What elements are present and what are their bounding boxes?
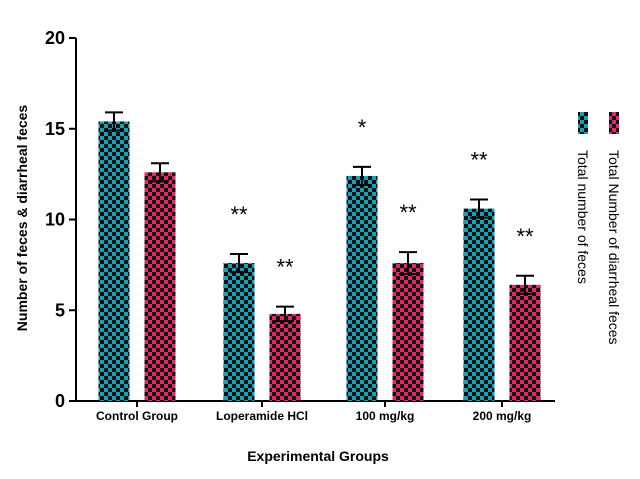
- y-tick-label: 0: [55, 391, 65, 411]
- x-category-label: 100 mg/kg: [356, 409, 415, 423]
- y-tick-label: 20: [45, 28, 65, 48]
- y-tick-label: 15: [45, 119, 65, 139]
- x-category-label: 200 mg/kg: [473, 409, 532, 423]
- y-axis-label: Number of feces & diarrheal feces: [14, 105, 30, 332]
- significance-label: **: [399, 200, 417, 225]
- significance-label: **: [276, 255, 294, 280]
- bar: [223, 263, 255, 401]
- bar: [144, 172, 176, 401]
- significance-label: **: [516, 224, 534, 249]
- bar: [346, 175, 378, 401]
- legend: Total number of feces Total Number of di…: [575, 112, 622, 345]
- bar: [392, 263, 424, 401]
- bar: [269, 313, 301, 401]
- y-tick-label: 10: [45, 210, 65, 230]
- x-category-label: Control Group: [96, 409, 178, 423]
- x-axis-label: Experimental Groups: [247, 448, 389, 464]
- bar: [463, 208, 495, 401]
- legend-label-feces: Total number of feces: [575, 150, 591, 284]
- significance-label: *: [358, 115, 367, 140]
- significance-label: **: [230, 202, 248, 227]
- legend-swatch-feces: [578, 112, 588, 134]
- bar: [509, 284, 541, 401]
- legend-swatch-diarrheal: [609, 112, 619, 134]
- bar: [98, 121, 130, 402]
- significance-label: **: [470, 148, 488, 173]
- x-category-labels: Control Group Loperamide HCl 100 mg/kg 200 …: [96, 401, 531, 423]
- legend-label-diarrheal: Total Number of diarrheal feces: [606, 150, 622, 345]
- y-ticks: 0 5 10 15 20: [45, 28, 76, 411]
- y-tick-label: 5: [55, 300, 65, 320]
- x-category-label: Loperamide HCl: [216, 409, 308, 423]
- bars: ***********: [98, 111, 541, 402]
